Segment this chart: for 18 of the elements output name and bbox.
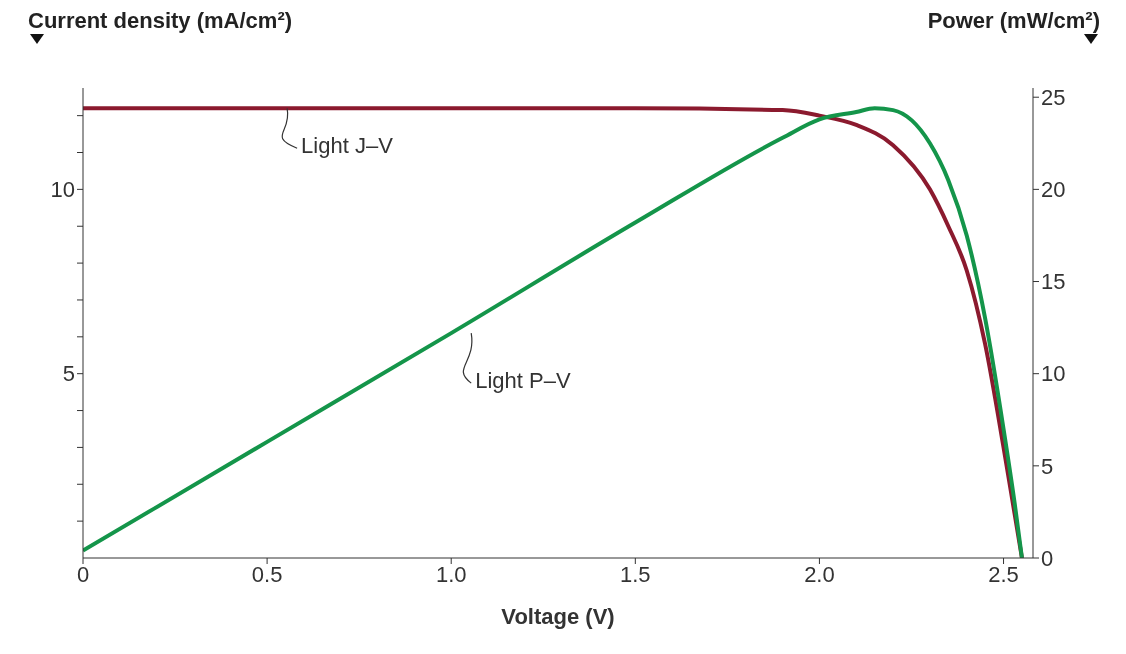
x-tick-label: 2.0 — [804, 561, 835, 587]
x-tick-label: 1.0 — [435, 561, 467, 587]
y-axis-title: Current density (mA/cm²) — [28, 8, 293, 34]
x-axis-title: Voltage (V) — [501, 604, 615, 629]
y2-tick-label: 0 — [1041, 545, 1054, 571]
x-tick-label: 0.5 — [251, 561, 283, 587]
x-tick-label: 0 — [76, 561, 90, 587]
y2-tick-label: 20 — [1041, 177, 1066, 203]
x-tick-label: 2.5 — [988, 561, 1019, 587]
y2-tick-label: 5 — [1041, 453, 1054, 479]
x-tick-label: 1.5 — [620, 561, 651, 587]
y2-tick-label: 10 — [1041, 361, 1066, 387]
y2-tick-label: 25 — [1041, 85, 1066, 111]
y2-tick-label: 15 — [1041, 269, 1066, 295]
series-label: Light P–V — [475, 368, 571, 394]
y2-axis-title: Power (mW/cm²) — [927, 8, 1100, 34]
series-label: Light J–V — [301, 133, 394, 159]
line-series — [83, 106, 1024, 558]
